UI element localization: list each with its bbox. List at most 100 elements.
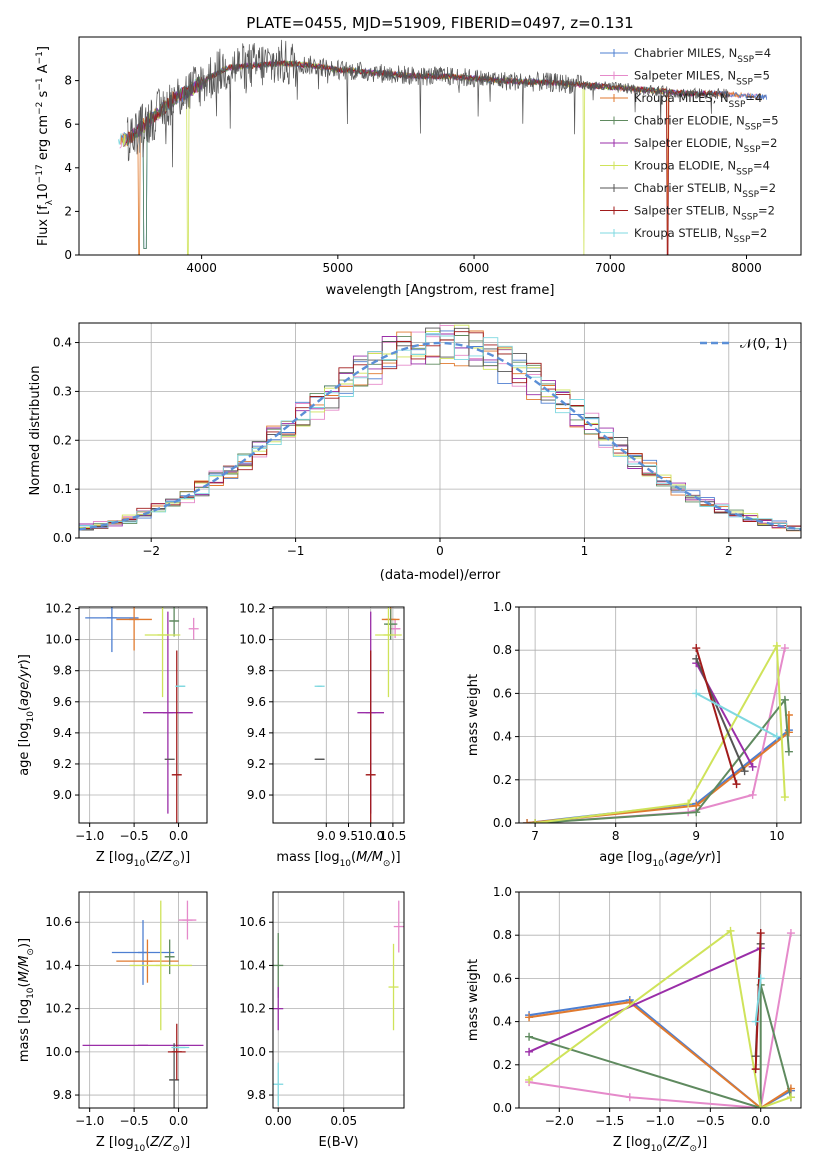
panel-mass-vs-ebv: 0.00 0.05 9.8 10.0 10.2 10.4 10.6 E(B-V) [239, 891, 405, 1150]
y-tick-label: 0.8 [493, 928, 512, 942]
series-line [528, 947, 762, 1053]
x-tick-label: 7000 [595, 261, 626, 275]
data-point [531, 819, 540, 823]
y-tick-label: 9.0 [53, 788, 72, 802]
y-tick-label: 10.6 [45, 915, 72, 929]
x-axis-label: age [log10(age/yr)] [599, 850, 721, 869]
y-tick-label: 8 [64, 74, 72, 88]
y-tick-label: 0.4 [53, 336, 72, 350]
data-point [786, 929, 795, 938]
y-axis-label: mass [log10(M/M⊙)] [17, 938, 36, 1062]
plot-area [85, 607, 199, 823]
data-point [756, 1104, 765, 1108]
plot-area [118, 39, 768, 255]
y-tick-label: 10.0 [239, 1045, 266, 1059]
spectrum-line [122, 60, 698, 255]
x-axis-label: mass [log10(M/M⊙)] [276, 850, 400, 869]
x-tick-label: −1.0 [75, 829, 104, 843]
x-tick-label: −2.0 [545, 1114, 574, 1128]
y-axis-label: age [log10(age/yr)] [17, 654, 36, 776]
x-tick-label: −1 [287, 544, 305, 558]
x-tick-label: 0 [436, 544, 444, 558]
y-tick-label: 9.6 [53, 695, 72, 709]
panel-mass-vs-Z: −1.0 −0.5 0.0 9.8 10.0 10.2 10.4 10.6 Z [log10(Z… [17, 891, 208, 1154]
x-tick-label: −0.5 [120, 829, 149, 843]
x-tick-label: 10 [769, 829, 784, 843]
series-line [528, 1001, 792, 1108]
x-tick-label: 10.5 [380, 829, 407, 843]
y-tick-label: 9.8 [53, 664, 72, 678]
y-tick-label: 9.6 [247, 695, 266, 709]
figure-title: PLATE=0455, MJD=51909, FIBERID=0497, z=0… [246, 14, 633, 32]
y-tick-label: 0.2 [493, 773, 512, 787]
x-axis-label: (data-model)/error [380, 568, 501, 583]
y-tick-label: 0.6 [493, 971, 512, 985]
legend-entry: Chabrier STELIB, NSSP=2 [634, 181, 776, 200]
x-tick-label: −2 [142, 544, 160, 558]
data-point [748, 762, 757, 771]
data-point [625, 1093, 634, 1102]
y-tick-label: 10.4 [239, 958, 266, 972]
y-tick-label: 9.8 [53, 1088, 72, 1102]
axes-frame [78, 891, 208, 1109]
y-tick-label: 0.0 [53, 531, 72, 545]
x-tick-label: 9.5 [339, 829, 358, 843]
x-tick-label: 2 [725, 544, 733, 558]
y-tick-label: 0.6 [493, 686, 512, 700]
data-point [780, 644, 789, 653]
y-tick-label: 0.4 [493, 730, 512, 744]
y-axis-label: Normed distribution [28, 366, 43, 496]
y-tick-label: 10.0 [45, 633, 72, 647]
data-point [525, 1032, 534, 1041]
series-line [754, 978, 762, 1022]
y-tick-label: 9.4 [247, 726, 266, 740]
data-point [748, 790, 757, 799]
y-axis-label: mass weight [466, 674, 481, 756]
x-tick-label: −1.5 [595, 1114, 624, 1128]
legend-entry: Salpeter MILES, NSSP=5 [634, 69, 770, 88]
plot-area [525, 926, 795, 1108]
y-tick-label: 0.0 [493, 816, 512, 830]
data-point [525, 1047, 534, 1056]
y-tick-label: 10.0 [239, 633, 266, 647]
y-tick-label: 10.2 [45, 602, 72, 616]
y-tick-label: 9.8 [247, 664, 266, 678]
legend-entry: Chabrier MILES, NSSP=4 [634, 46, 771, 65]
series-line [535, 647, 786, 823]
x-tick-label: 0.0 [169, 829, 188, 843]
data-point [772, 641, 781, 650]
y-tick-label: 10.2 [45, 1002, 72, 1016]
data-point [692, 808, 701, 817]
plot-area [273, 900, 404, 1106]
series-line [528, 984, 792, 1108]
normal-curve [79, 341, 801, 531]
x-tick-label: 4000 [186, 261, 217, 275]
series-line [535, 697, 790, 823]
legend-entry: Chabrier ELODIE, NSSP=5 [634, 114, 779, 133]
data-point [525, 1075, 534, 1084]
spectrum-line [125, 59, 723, 255]
y-tick-label: 9.0 [247, 788, 266, 802]
y-tick-label: 0.3 [53, 384, 72, 398]
panel-spectrum: 4000 5000 6000 7000 8000 0 2 4 6 8 wavelength [Ang… [35, 36, 802, 298]
x-tick-label: 6000 [459, 261, 490, 275]
x-tick-label: 9 [692, 829, 700, 843]
panel-residuals: −2 −1 0 1 2 0.0 0.1 0.2 0.3 0.4 𝒩(0, 1) (data-model… [28, 322, 802, 583]
axes-frame [78, 36, 802, 256]
x-tick-label: 5000 [323, 261, 354, 275]
y-axis-label: Flux [fλ10−17 erg cm−2 s−1 A−1] [35, 46, 55, 246]
y-tick-label: 0.0 [493, 1101, 512, 1115]
x-tick-label: 8 [612, 829, 620, 843]
x-tick-label: 0.0 [169, 1114, 188, 1128]
data-point [732, 780, 741, 789]
y-tick-label: 9.2 [53, 757, 72, 771]
x-axis-label: wavelength [Angstrom, rest frame] [326, 283, 555, 298]
x-tick-label: 0.05 [330, 1114, 357, 1128]
y-tick-label: 10.0 [45, 1045, 72, 1059]
y-tick-label: 9.2 [247, 757, 266, 771]
x-axis-label: Z [log10(Z/Z⊙)] [96, 850, 190, 869]
data-point [740, 767, 749, 776]
x-tick-label: 0.00 [265, 1114, 292, 1128]
y-tick-label: 6 [64, 117, 72, 131]
